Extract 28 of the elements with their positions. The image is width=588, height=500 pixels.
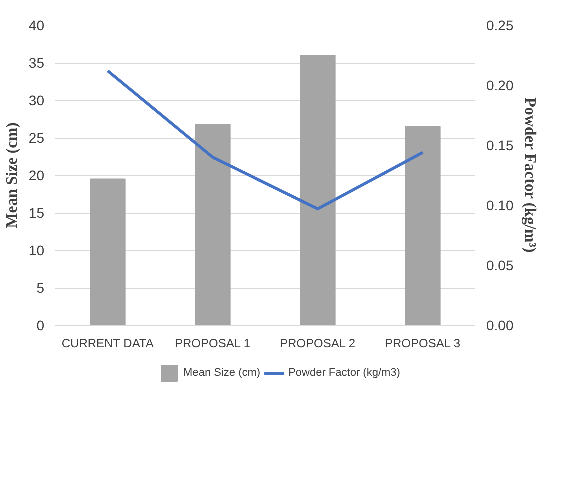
y-tick-label: 20: [28, 168, 45, 184]
y-tick-label: 35: [28, 55, 45, 71]
y-tick-label: 30: [28, 92, 45, 108]
y2-axis-title: Powder Factor (kg/m³): [522, 98, 539, 253]
line-series: [106, 70, 424, 211]
legend-label: Powder Factor (kg/m3): [288, 367, 400, 379]
y2-tick-label: 0.25: [486, 18, 514, 34]
y2-tick-label: 0.10: [486, 198, 514, 214]
x-tick-label: PROPOSAL 2: [280, 336, 356, 350]
bar: [195, 124, 231, 326]
y-axis-title: Mean Size (cm): [4, 122, 21, 228]
bar: [405, 126, 441, 326]
bar: [90, 178, 126, 326]
y-tick-label: 0: [36, 318, 45, 334]
x-tick-label: CURRENT DATA: [62, 336, 154, 350]
bar: [300, 55, 336, 326]
legend-label: Mean Size (cm): [184, 367, 261, 379]
x-tick-label: PROPOSAL 3: [384, 336, 461, 350]
y2-tick-label: 0.05: [486, 258, 514, 274]
x-tick-label: PROPOSAL 1: [174, 336, 251, 350]
y2-tick-label: 0.20: [486, 78, 514, 94]
y-tick-label: 10: [28, 242, 45, 258]
y-tick-label: 15: [28, 205, 45, 221]
y2-tick-label: 0.00: [486, 318, 514, 334]
y-tick-label: 40: [28, 18, 45, 34]
y2-tick-label: 0.15: [486, 138, 514, 154]
y-tick-label: 5: [36, 280, 45, 296]
y-tick-label: 25: [28, 130, 45, 146]
